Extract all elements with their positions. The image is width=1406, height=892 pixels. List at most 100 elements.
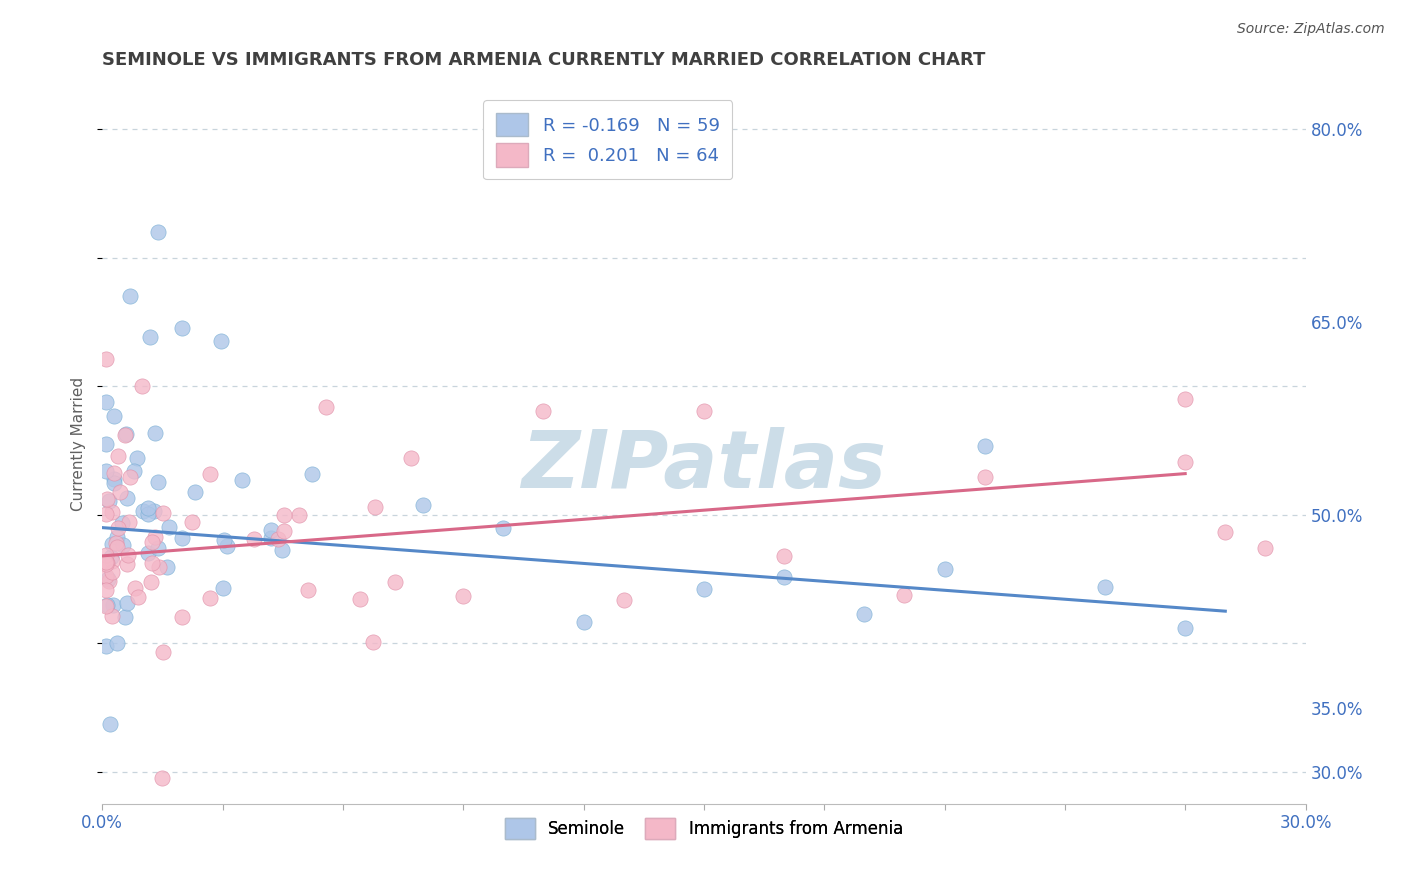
Point bbox=[150, 772, 173, 786]
Point bbox=[115, 557, 138, 571]
Point bbox=[98, 716, 121, 731]
Point bbox=[693, 403, 716, 417]
Point bbox=[139, 575, 162, 590]
Point bbox=[138, 501, 160, 516]
Point bbox=[259, 523, 281, 537]
Point bbox=[152, 506, 174, 520]
Point bbox=[96, 555, 118, 569]
Point bbox=[141, 556, 163, 570]
Point bbox=[101, 505, 124, 519]
Point bbox=[115, 596, 138, 610]
Point bbox=[231, 473, 253, 487]
Point bbox=[533, 404, 555, 418]
Point bbox=[273, 524, 295, 538]
Point bbox=[136, 546, 159, 560]
Point bbox=[101, 609, 124, 624]
Point bbox=[131, 379, 153, 393]
Point bbox=[1174, 455, 1197, 469]
Point bbox=[1174, 621, 1197, 635]
Point bbox=[115, 427, 138, 442]
Point bbox=[118, 470, 141, 484]
Point bbox=[242, 532, 264, 546]
Point bbox=[96, 640, 118, 654]
Point bbox=[172, 321, 194, 335]
Point bbox=[146, 475, 169, 489]
Point bbox=[156, 560, 179, 574]
Point bbox=[215, 540, 238, 554]
Point bbox=[96, 351, 118, 366]
Point bbox=[973, 470, 995, 484]
Point bbox=[139, 330, 162, 344]
Point bbox=[172, 609, 194, 624]
Point bbox=[773, 549, 796, 564]
Point bbox=[107, 450, 129, 464]
Point bbox=[97, 572, 120, 586]
Point bbox=[315, 400, 337, 414]
Point bbox=[349, 592, 371, 607]
Point bbox=[1174, 392, 1197, 406]
Point bbox=[267, 532, 290, 546]
Point bbox=[613, 592, 636, 607]
Point bbox=[893, 588, 915, 602]
Point bbox=[105, 635, 128, 649]
Point bbox=[100, 554, 122, 568]
Point bbox=[384, 574, 406, 589]
Point bbox=[288, 508, 311, 523]
Point bbox=[105, 536, 128, 550]
Point bbox=[412, 499, 434, 513]
Point bbox=[773, 570, 796, 584]
Point bbox=[141, 534, 163, 549]
Point bbox=[118, 516, 141, 530]
Point bbox=[108, 485, 131, 500]
Point bbox=[136, 507, 159, 521]
Point bbox=[96, 507, 118, 521]
Point bbox=[103, 475, 125, 490]
Point bbox=[572, 615, 595, 630]
Point bbox=[103, 466, 125, 480]
Point bbox=[96, 583, 118, 598]
Point bbox=[143, 530, 166, 544]
Point bbox=[98, 494, 121, 508]
Point bbox=[492, 521, 515, 535]
Point bbox=[152, 645, 174, 659]
Point bbox=[96, 599, 118, 613]
Point bbox=[105, 530, 128, 544]
Point bbox=[270, 543, 292, 558]
Text: Source: ZipAtlas.com: Source: ZipAtlas.com bbox=[1237, 22, 1385, 37]
Point bbox=[101, 537, 124, 551]
Legend: Seminole, Immigrants from Armenia: Seminole, Immigrants from Armenia bbox=[498, 812, 910, 846]
Point bbox=[96, 491, 118, 506]
Point bbox=[96, 598, 118, 612]
Point bbox=[361, 635, 384, 649]
Point bbox=[273, 508, 295, 523]
Point bbox=[96, 556, 118, 570]
Point bbox=[148, 560, 170, 574]
Point bbox=[853, 607, 876, 621]
Point bbox=[103, 409, 125, 424]
Point bbox=[148, 225, 170, 239]
Point bbox=[934, 562, 956, 576]
Point bbox=[198, 467, 221, 482]
Point bbox=[96, 464, 118, 478]
Point bbox=[101, 599, 124, 613]
Point bbox=[212, 533, 235, 547]
Point bbox=[157, 519, 180, 533]
Point bbox=[120, 289, 142, 303]
Point bbox=[96, 395, 118, 409]
Point bbox=[117, 548, 139, 562]
Point bbox=[100, 549, 122, 564]
Point bbox=[451, 589, 474, 603]
Point bbox=[96, 569, 118, 583]
Point bbox=[184, 485, 207, 500]
Point bbox=[107, 521, 129, 535]
Point bbox=[297, 582, 319, 597]
Text: SEMINOLE VS IMMIGRANTS FROM ARMENIA CURRENTLY MARRIED CORRELATION CHART: SEMINOLE VS IMMIGRANTS FROM ARMENIA CURR… bbox=[103, 51, 986, 69]
Point bbox=[212, 581, 235, 595]
Point bbox=[209, 334, 232, 348]
Point bbox=[399, 450, 422, 465]
Point bbox=[100, 565, 122, 579]
Point bbox=[364, 500, 387, 515]
Text: ZIPatlas: ZIPatlas bbox=[522, 426, 886, 505]
Point bbox=[142, 504, 165, 518]
Point bbox=[1213, 524, 1236, 539]
